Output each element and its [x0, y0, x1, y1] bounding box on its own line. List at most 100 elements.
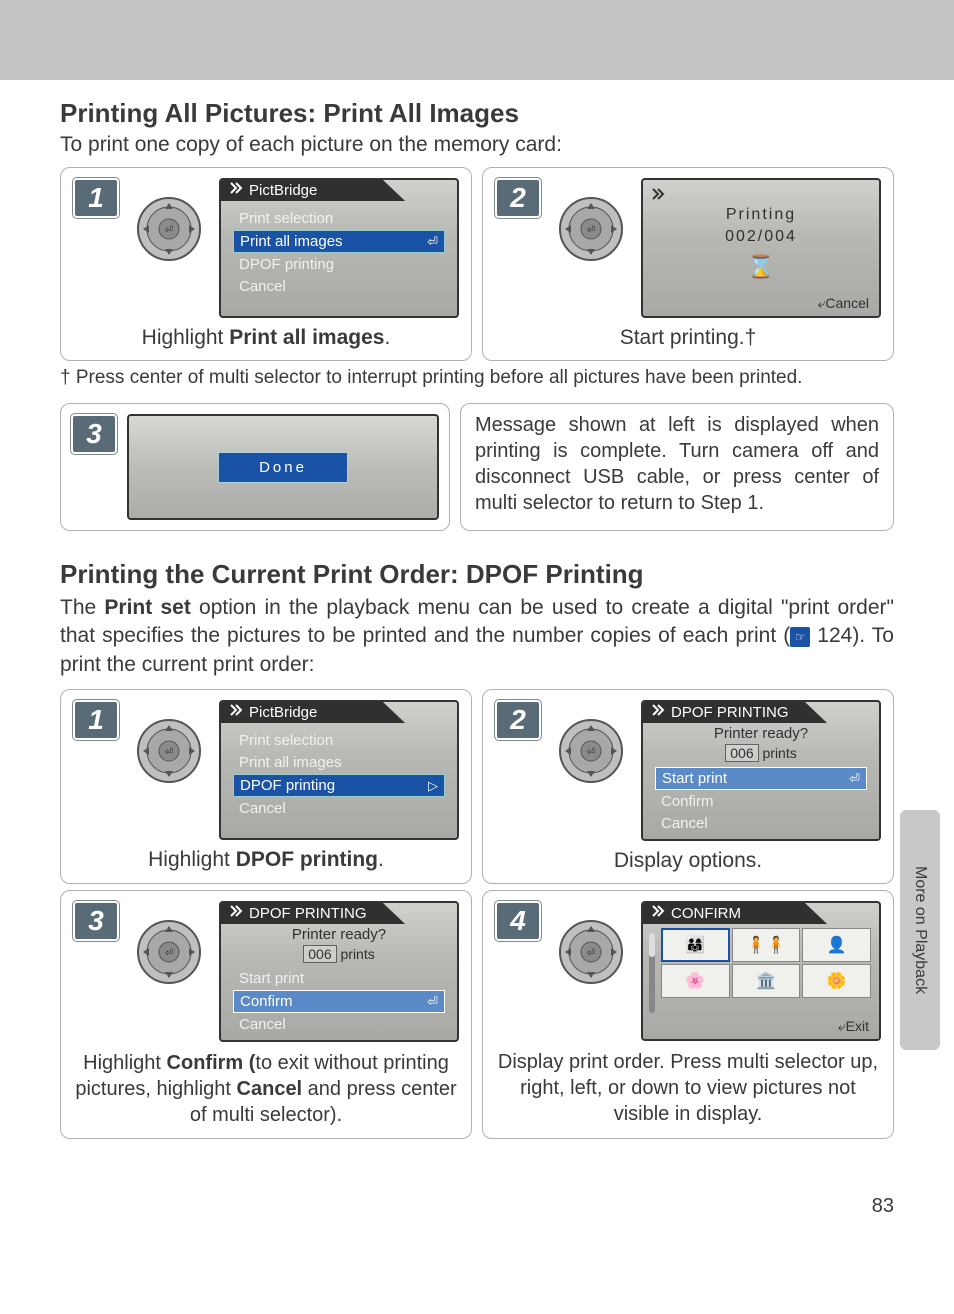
menu-item: Confirm [655, 791, 867, 812]
multi-selector-icon: ⏎ [558, 919, 624, 985]
done-box: Done [218, 452, 348, 483]
camera-screen: CONFIRM 👨‍👩‍👧 🧍🧍 👤 🌸 🏛️ 🌼 ⤶Exit [641, 901, 881, 1041]
printing-label: Printing [643, 204, 879, 226]
menu-item-label: DPOF printing [240, 777, 335, 794]
svg-text:⏎: ⏎ [587, 225, 595, 236]
step-caption: Display print order. Press multi selecto… [495, 1049, 881, 1127]
prints-suffix: prints [337, 946, 375, 962]
camera-screen: DPOF PRINTING Printer ready? 006 prints … [641, 700, 881, 841]
screen-titlebar: DPOF PRINTING [643, 702, 827, 723]
pictbridge-icon [229, 181, 243, 195]
caption-bold: Confirm ( [167, 1052, 256, 1074]
step-badge: 4 [495, 901, 541, 941]
multi-selector-icon: ⏎ [136, 919, 202, 985]
camera-screen: PictBridge Print selection Print all ima… [219, 700, 459, 840]
panel-s2-step4: 4 ⏎ CONFIRM 👨‍👩‍👧 🧍🧍 👤 [482, 890, 894, 1139]
multi-selector-icon: ⏎ [136, 718, 202, 784]
intro-bold: Print set [104, 596, 190, 619]
menu-item: Print selection [233, 208, 445, 229]
pictbridge-icon [651, 904, 665, 918]
menu-item-selected: Start print ⏎ [655, 767, 867, 790]
step-caption: Start printing.† [495, 326, 881, 350]
step-badge: 1 [73, 178, 119, 218]
enter-icon: ⏎ [427, 994, 438, 1010]
pictbridge-icon [651, 703, 665, 717]
prints-count-row: 006 prints [221, 945, 457, 963]
screen-title: DPOF PRINTING [671, 704, 789, 721]
step-caption: Display options. [495, 849, 881, 873]
caption-text: Highlight [148, 848, 236, 871]
svg-text:⏎: ⏎ [165, 225, 173, 236]
step-badge: 2 [495, 178, 541, 218]
step-badge: 3 [71, 414, 117, 454]
section1-title: Printing All Pictures: Print All Images [60, 98, 894, 129]
thumbnail: 👨‍👩‍👧 [661, 928, 730, 962]
printing-progress: 002/004 [643, 226, 879, 248]
intro-text: The [60, 596, 104, 619]
section2-title: Printing the Current Print Order: DPOF P… [60, 559, 894, 590]
enter-icon: ⏎ [849, 771, 860, 787]
thumbnail: 🏛️ [732, 964, 801, 998]
pictbridge-icon [229, 703, 243, 717]
thumbnail-grid: 👨‍👩‍👧 🧍🧍 👤 🌸 🏛️ 🌼 [643, 924, 879, 1002]
scroll-indicator [649, 933, 655, 1013]
prints-count: 006 [725, 744, 758, 762]
menu-item: Start print [233, 968, 445, 989]
camera-screen: Done [127, 414, 439, 520]
page-number: 83 [0, 1175, 954, 1238]
step-caption: Highlight Print all images. [73, 326, 459, 350]
menu-item-selected: Print all images ⏎ [233, 230, 445, 253]
prints-suffix: prints [759, 745, 797, 761]
menu-item: Print all images [233, 752, 445, 773]
menu-item-label: Confirm [240, 993, 293, 1010]
panel-s1-step2: 2 ⏎ Printing 002/004 [482, 167, 894, 361]
menu-item: Cancel [233, 798, 445, 819]
menu-item-label: Start print [662, 770, 727, 787]
screen-footer: ⤶Exit [838, 1018, 869, 1035]
step-badge: 1 [73, 700, 119, 740]
page-ref-icon: ☞ [790, 627, 810, 647]
footnote: † Press center of multi selector to inte… [60, 367, 894, 389]
section2-intro: The Print set option in the playback men… [60, 594, 894, 679]
screen-footer: ⤶Cancel [818, 295, 869, 312]
pictbridge-icon [229, 904, 243, 918]
svg-text:⏎: ⏎ [165, 948, 173, 959]
multi-selector-icon: ⏎ [136, 196, 202, 262]
menu-item: Cancel [655, 813, 867, 834]
caption-text: Highlight [142, 326, 230, 349]
step3-description: Message shown at left is displayed when … [460, 403, 894, 531]
enter-icon: ⏎ [427, 234, 438, 250]
camera-screen: DPOF PRINTING Printer ready? 006 prints … [219, 901, 459, 1042]
printer-ready-label: Printer ready? [643, 723, 879, 744]
caption-text: Highlight [83, 1052, 166, 1074]
ref-page-number: 124 [817, 624, 852, 647]
exit-label: Exit [846, 1018, 869, 1034]
screen-titlebar: DPOF PRINTING [221, 903, 405, 924]
screen-titlebar: PictBridge [221, 180, 405, 201]
side-tab: More on Playback [900, 810, 940, 1050]
panel-s2-step2: 2 ⏎ DPOF PRINTING Printer ready? 006 pri… [482, 689, 894, 884]
prints-count-row: 006 prints [643, 744, 879, 762]
screen-title: PictBridge [249, 704, 317, 721]
camera-screen: PictBridge Print selection Print all ima… [219, 178, 459, 318]
thumbnail: 👤 [802, 928, 871, 962]
menu-item: Print selection [233, 730, 445, 751]
prints-count: 006 [303, 945, 336, 963]
multi-selector-icon: ⏎ [558, 718, 624, 784]
panel-s2-step3: 3 ⏎ DPOF PRINTING Printer ready? 006 pri… [60, 890, 472, 1139]
caption-bold: Cancel [237, 1078, 303, 1100]
hourglass-icon: ⌛ [643, 248, 879, 286]
printer-ready-label: Printer ready? [221, 924, 457, 945]
caption-bold: Print all images [229, 326, 384, 349]
svg-text:⏎: ⏎ [165, 747, 173, 758]
caption-text: . [384, 326, 390, 349]
screen-titlebar: CONFIRM [643, 903, 827, 924]
step-caption: Highlight DPOF printing. [73, 848, 459, 872]
menu-item: DPOF printing [233, 254, 445, 275]
menu-item: Cancel [233, 1014, 445, 1035]
section1-intro: To print one copy of each picture on the… [60, 133, 894, 157]
svg-text:⏎: ⏎ [587, 747, 595, 758]
return-icon: ⤶ [838, 1018, 846, 1034]
right-arrow-icon: ▷ [428, 778, 438, 794]
camera-screen: Printing 002/004 ⌛ ⤶Cancel [641, 178, 881, 318]
